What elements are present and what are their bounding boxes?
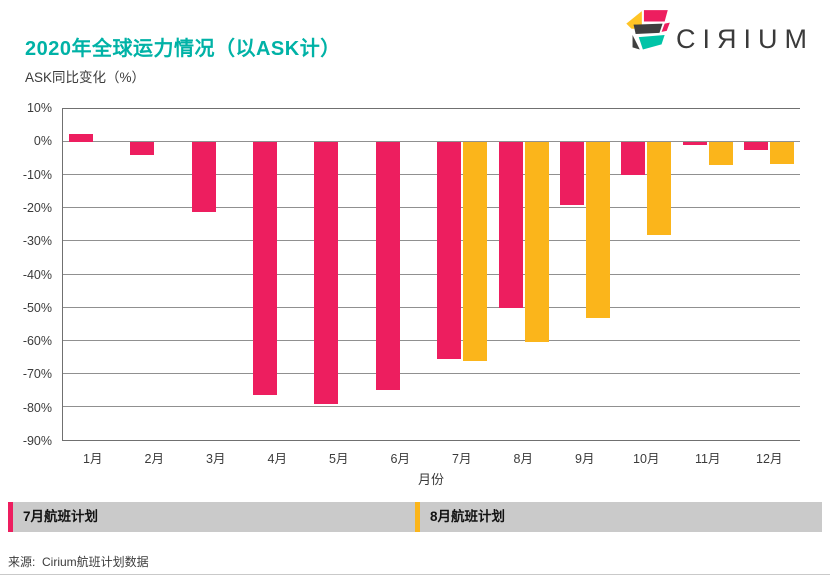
bar-7月航班计划-10月 [621,142,646,176]
source-note: 来源: Cirium航班计划数据 [8,555,149,569]
legend-item-july: 7月航班计划 [8,502,415,532]
y-tick-label: -10% [22,167,52,182]
bottom-divider [0,574,830,575]
x-tick-label: 9月 [575,452,595,466]
gridline [63,273,800,275]
x-tick-label: 8月 [513,452,533,466]
gridline [63,240,800,242]
legend-label-july: 7月航班计划 [23,509,99,524]
legend-swatch-july-icon [8,502,13,532]
bar-7月航班计划-1月 [68,133,93,143]
bar-7月航班计划-7月 [437,142,462,359]
bar-7月航班计划-9月 [560,142,585,205]
x-tick-label: 7月 [452,452,472,466]
x-tick-label: 12月 [756,452,783,466]
cirium-logo: CIЯIUM [622,6,814,64]
bar-8月航班计划-11月 [708,142,733,166]
gridline [63,405,800,407]
x-tick-label: 1月 [83,452,103,466]
x-tick-label: 5月 [329,452,349,466]
legend-swatch-august-icon [415,502,420,532]
bar-8月航班计划-12月 [770,142,795,164]
x-tick-label: 11月 [695,452,721,466]
bar-7月航班计划-11月 [682,142,707,146]
bar-7月航班计划-5月 [314,142,339,404]
y-axis-title: ASK同比变化（%） [25,70,146,85]
gridline [63,306,800,308]
gridline [63,141,800,143]
x-tick-label: 2月 [144,452,164,466]
cirium-wordmark: CIЯIUM [676,23,814,54]
bar-7月航班计划-8月 [498,142,523,308]
bar-8月航班计划-8月 [524,142,549,343]
y-tick-label: 0% [33,134,52,149]
plot-area [62,108,800,441]
y-tick-label: -80% [22,400,52,415]
x-tick-label: 4月 [267,452,287,466]
y-tick-label: -40% [22,267,52,282]
bar-8月航班计划-9月 [586,142,611,318]
gridline [63,339,800,341]
y-tick-label: 10% [26,101,52,115]
y-tick-label: -70% [22,367,52,382]
x-axis-title: 月份 [417,472,444,487]
bar-8月航班计划-10月 [647,142,672,235]
ask-capacity-chart: 10% 0% -10% -20% -30% -40% -50% -60% -70% -80% -90… [8,101,800,488]
bar-7月航班计划-12月 [744,142,769,151]
gridline [63,207,800,209]
bar-8月航班计划-7月 [463,142,488,361]
cirium-logo-icon [626,10,670,50]
legend-item-august: 8月航班计划 [415,502,822,532]
x-tick-label: 3月 [206,452,226,466]
bar-7月航班计划-2月 [130,142,155,156]
y-tick-label: -60% [22,334,52,349]
bar-7月航班计划-4月 [252,142,277,396]
bar-7月航班计划-6月 [375,142,400,391]
y-tick-label: -50% [22,300,52,315]
bar-7月航班计划-3月 [191,142,216,212]
page-title: 2020年全球运力情况（以ASK计） [25,38,341,60]
gridline [63,174,800,176]
legend: 7月航班计划 8月航班计划 [8,502,822,532]
x-tick-label: 6月 [390,452,410,466]
y-axis: 10% 0% -10% -20% -30% -40% -50% -60% -70% -80% -90… [8,101,62,448]
y-tick-label: -90% [22,434,52,448]
x-tick-label: 10月 [633,452,660,466]
y-tick-label: -30% [22,234,52,249]
gridline [63,372,800,374]
legend-label-august: 8月航班计划 [430,509,506,524]
y-tick-label: -20% [22,200,52,215]
x-axis: 1月 2月 3月 4月 5月 6月 7月 8月 9月 10月 11月 12月 [62,441,800,466]
